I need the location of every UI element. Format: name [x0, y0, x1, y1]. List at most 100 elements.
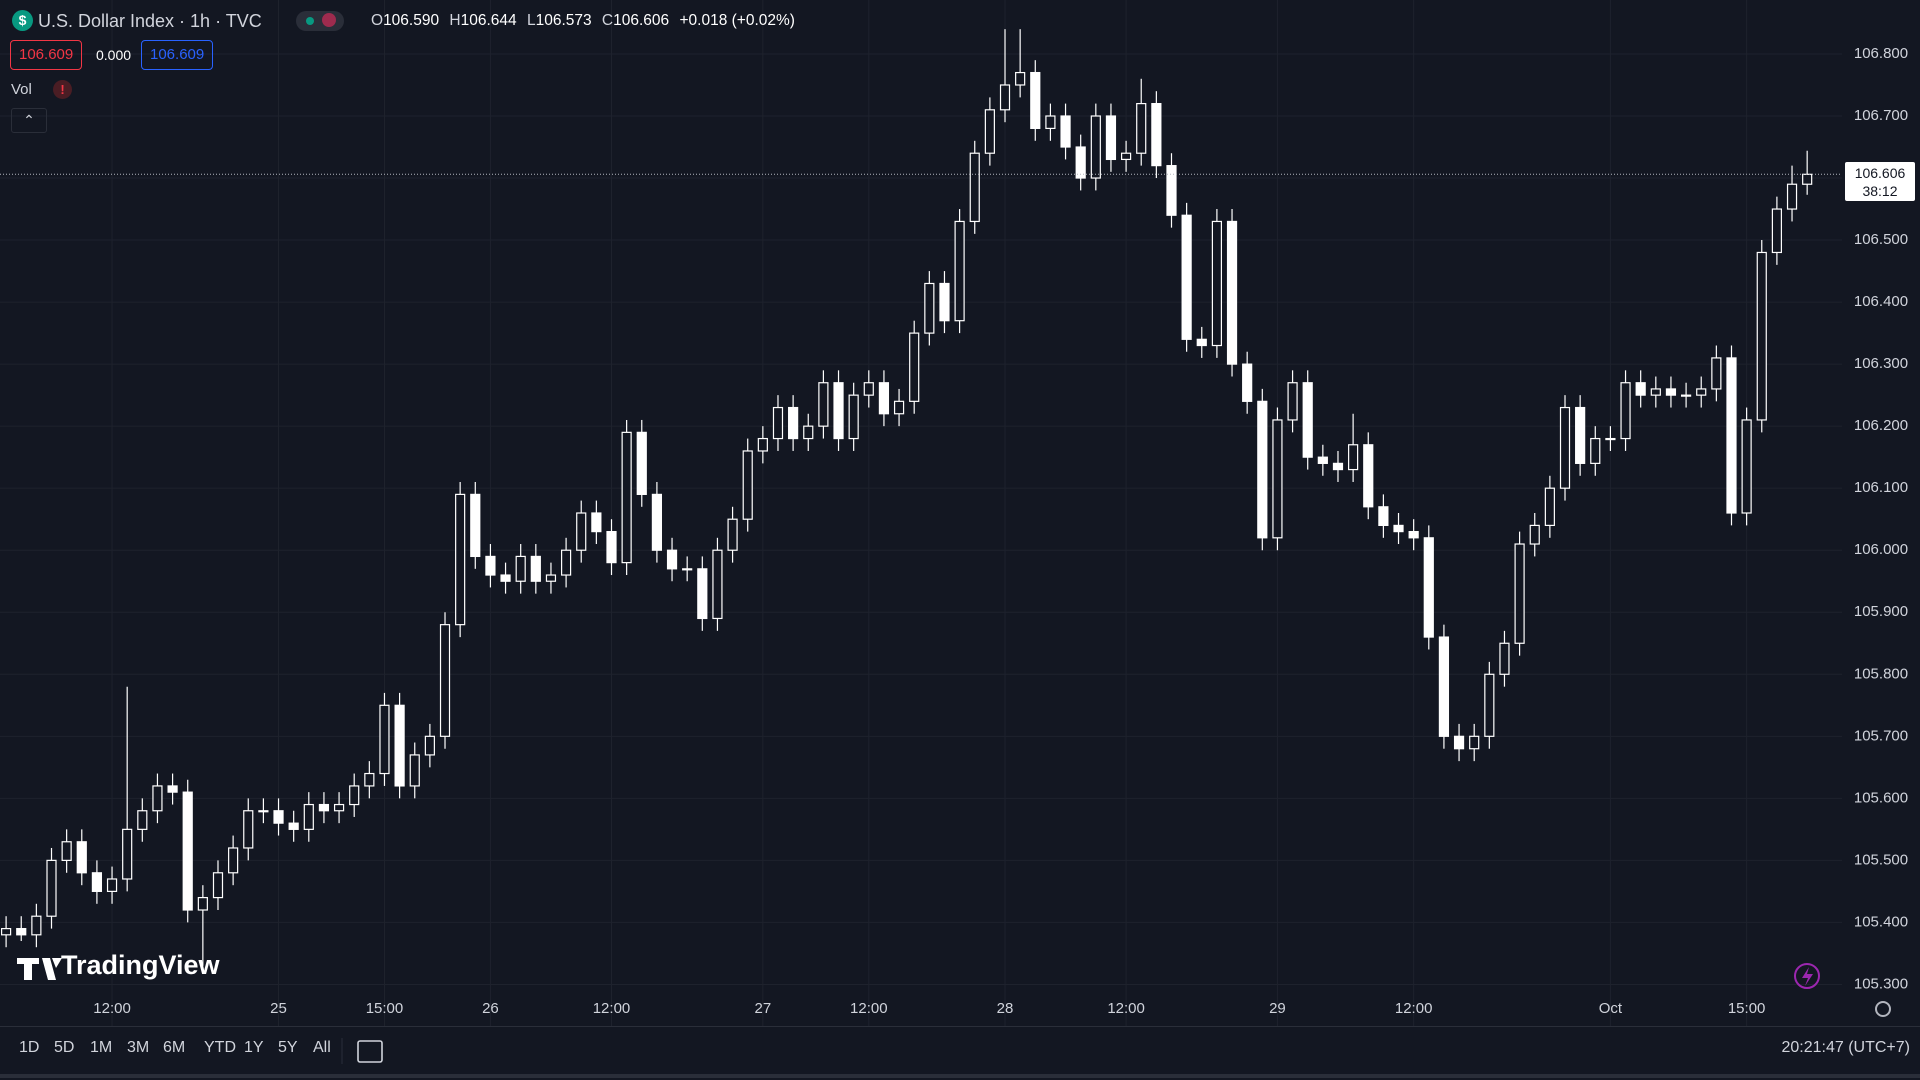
candle-body — [1423, 537, 1434, 638]
y-tick-label: 106.100 — [1854, 479, 1908, 496]
sell-price[interactable]: 106.609 — [10, 40, 83, 70]
ohlc-value: 106.590 — [383, 12, 440, 29]
settings-icon[interactable] — [1875, 1001, 1891, 1017]
candle-body — [273, 810, 284, 824]
candle-body — [1211, 220, 1223, 347]
candle-body — [772, 406, 784, 440]
status-dot — [306, 17, 314, 25]
y-tick-label: 106.000 — [1854, 541, 1908, 558]
x-tick-label: 12:00 — [850, 1000, 888, 1017]
candle-body — [1393, 524, 1404, 533]
timeframe-button[interactable]: 5D — [54, 1039, 75, 1056]
candle-body — [197, 896, 208, 911]
candle-body — [394, 704, 405, 787]
candle-body — [1665, 388, 1677, 396]
axes: 105.300 105.400 105.500 105.600 105.700 105.8… — [93, 45, 1908, 1017]
calendar-icon[interactable] — [357, 1040, 383, 1063]
candle-body — [1363, 444, 1374, 508]
price-tag-value: 106.606 — [1854, 165, 1906, 182]
candle-body — [954, 220, 965, 322]
y-tick-label: 106.500 — [1854, 231, 1908, 248]
lightning-icon[interactable] — [1794, 963, 1820, 989]
y-tick-label: 105.900 — [1854, 603, 1908, 620]
candle-body — [470, 493, 481, 558]
candle-body — [742, 450, 753, 520]
candle-body — [61, 841, 72, 861]
candle-body — [1242, 363, 1253, 402]
candle-body — [1453, 735, 1465, 750]
candle-body — [1166, 165, 1177, 216]
spread: 0.000 — [96, 47, 132, 63]
candle-body — [682, 568, 693, 571]
logo-mark — [17, 958, 62, 980]
candle-body — [500, 574, 511, 582]
timeframe-button[interactable]: 1M — [90, 1039, 113, 1056]
candle-body — [591, 512, 602, 533]
candle-body — [893, 400, 905, 415]
candle-body — [1605, 437, 1616, 441]
ohlc-value: 106.606 — [613, 12, 670, 29]
y-tick-label: 106.400 — [1854, 293, 1908, 310]
candle-body — [1590, 437, 1601, 464]
x-tick-label: 15:00 — [1728, 1000, 1766, 1017]
candle-body — [1317, 456, 1328, 464]
timeframe-button[interactable]: 1Y — [244, 1039, 264, 1056]
clock[interactable]: 20:21:47 (UTC+7) — [1781, 1039, 1910, 1056]
candle-body — [1635, 382, 1646, 396]
y-tick-label: 106.700 — [1854, 107, 1908, 124]
candle-body — [878, 382, 890, 415]
x-tick-label: 12:00 — [1107, 1000, 1145, 1017]
candle-body — [999, 84, 1011, 111]
ohlc-value: 106.644 — [460, 12, 517, 29]
candle-body — [1045, 115, 1056, 130]
candle-body — [1075, 146, 1086, 179]
timeframe-button[interactable]: 6M — [163, 1039, 186, 1056]
candle-body — [212, 872, 224, 899]
candle-body — [122, 828, 133, 880]
candle-body — [666, 549, 678, 570]
candle-body — [1181, 214, 1192, 340]
candle-body — [1484, 673, 1495, 737]
candle-body — [152, 785, 163, 812]
candle-body — [1348, 444, 1359, 471]
candle-body — [1151, 102, 1162, 167]
candle-body — [788, 406, 799, 440]
candle-body — [969, 152, 980, 223]
candle-body — [16, 928, 27, 936]
candle-body — [364, 772, 375, 787]
timeframe-button[interactable]: 3M — [127, 1039, 150, 1056]
candle-body — [455, 493, 466, 626]
timeframe-button[interactable]: 5Y — [278, 1039, 298, 1056]
collapse-button[interactable]: ⌃ — [11, 108, 47, 133]
candle-body — [560, 549, 572, 576]
candles — [0, 29, 1842, 966]
y-tick-label: 106.800 — [1854, 45, 1908, 62]
candle-body — [424, 735, 435, 756]
candle-body — [757, 437, 768, 452]
candle-body — [182, 791, 193, 911]
timeframe-button[interactable]: YTD — [204, 1039, 236, 1056]
candle-body — [1469, 735, 1480, 750]
candle-body — [333, 803, 345, 812]
candle-body — [1620, 382, 1631, 440]
symbol-title[interactable]: U.S. Dollar Index · 1h · TVC — [38, 11, 262, 31]
y-tick-label: 105.300 — [1854, 975, 1908, 992]
timeframe-button[interactable]: 1D — [19, 1039, 40, 1056]
volume-alert[interactable]: ! — [53, 80, 72, 99]
buy-price[interactable]: 106.609 — [141, 40, 214, 70]
candle-body — [439, 624, 451, 737]
candle-body — [76, 841, 87, 874]
market-status[interactable] — [296, 11, 344, 31]
candle-body — [1105, 115, 1117, 161]
candle-body — [1529, 524, 1540, 545]
ohlc-key: H — [449, 12, 461, 29]
candle-body — [31, 915, 42, 936]
x-tick-label: 29 — [1269, 1000, 1286, 1017]
candle-body — [1015, 71, 1026, 86]
timeframe-button[interactable]: All — [313, 1039, 331, 1056]
candle-body — [651, 493, 663, 551]
candle-body — [606, 531, 617, 564]
countdown: 38:12 — [1862, 183, 1898, 200]
candle-body — [818, 382, 829, 427]
